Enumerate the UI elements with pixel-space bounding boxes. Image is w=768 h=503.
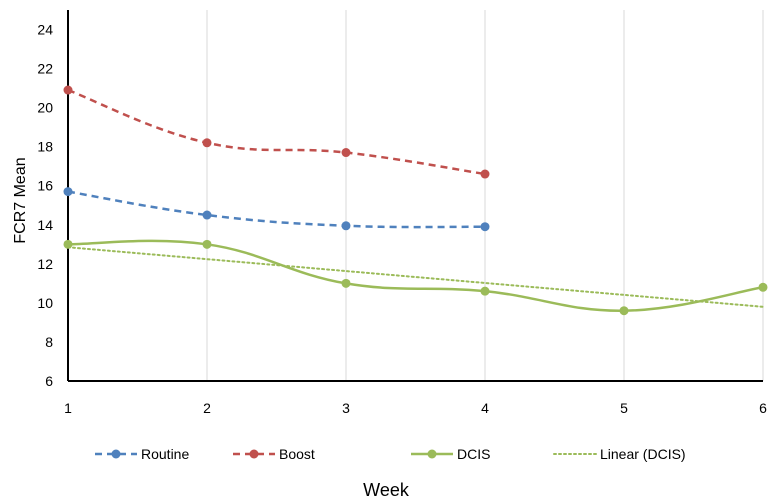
data-point-dcis	[619, 306, 629, 316]
y-tick-label: 16	[37, 178, 53, 194]
legend-marker-dcis	[427, 449, 437, 459]
data-point-boost	[202, 138, 212, 148]
legend-marker-routine	[111, 449, 121, 459]
series-group	[63, 85, 768, 316]
y-axis-title: FCR7 Mean	[12, 157, 29, 243]
series-line-linear-dcis	[67, 246, 764, 308]
data-point-routine	[202, 210, 212, 220]
gridlines	[67, 10, 764, 381]
x-axis-title: Week	[363, 480, 410, 500]
data-point-boost	[63, 85, 73, 95]
y-tick-label: 22	[37, 61, 53, 77]
data-point-dcis	[758, 282, 768, 292]
y-tick-label: 10	[37, 295, 53, 311]
y-tick-label: 18	[37, 139, 53, 155]
y-tick-label: 6	[45, 373, 53, 389]
data-point-routine	[63, 187, 73, 197]
data-point-boost	[480, 169, 490, 179]
x-tick-label: 2	[203, 400, 211, 416]
x-tick-label: 5	[620, 400, 628, 416]
data-point-dcis	[480, 286, 490, 296]
y-tick-labels: 6 8 10 12 14 16 18 20 22 24	[37, 22, 53, 389]
x-tick-labels: 1 2 3 4 5 6	[64, 400, 767, 416]
legend-label-linear-dcis: Linear (DCIS)	[600, 446, 686, 462]
data-point-routine	[341, 221, 351, 231]
x-tick-label: 4	[481, 400, 489, 416]
legend-label-boost: Boost	[279, 446, 315, 462]
y-tick-label: 14	[37, 217, 53, 233]
y-tick-label: 24	[37, 22, 53, 38]
x-tick-label: 6	[759, 400, 767, 416]
legend-label-routine: Routine	[141, 446, 189, 462]
y-tick-label: 12	[37, 256, 53, 272]
legend: Routine Boost DCIS Linear (DCIS)	[95, 446, 686, 462]
data-point-dcis	[202, 239, 212, 249]
y-tick-label: 8	[45, 334, 53, 350]
legend-marker-boost	[249, 449, 259, 459]
series-line-boost	[67, 88, 486, 176]
legend-label-dcis: DCIS	[457, 446, 490, 462]
series-line-routine	[67, 190, 486, 229]
series-line-dcis	[67, 239, 764, 312]
data-point-routine	[480, 222, 490, 232]
data-point-dcis	[341, 278, 351, 288]
x-tick-label: 1	[64, 400, 72, 416]
data-point-boost	[341, 148, 351, 158]
x-tick-label: 3	[342, 400, 350, 416]
y-tick-label: 20	[37, 100, 53, 116]
